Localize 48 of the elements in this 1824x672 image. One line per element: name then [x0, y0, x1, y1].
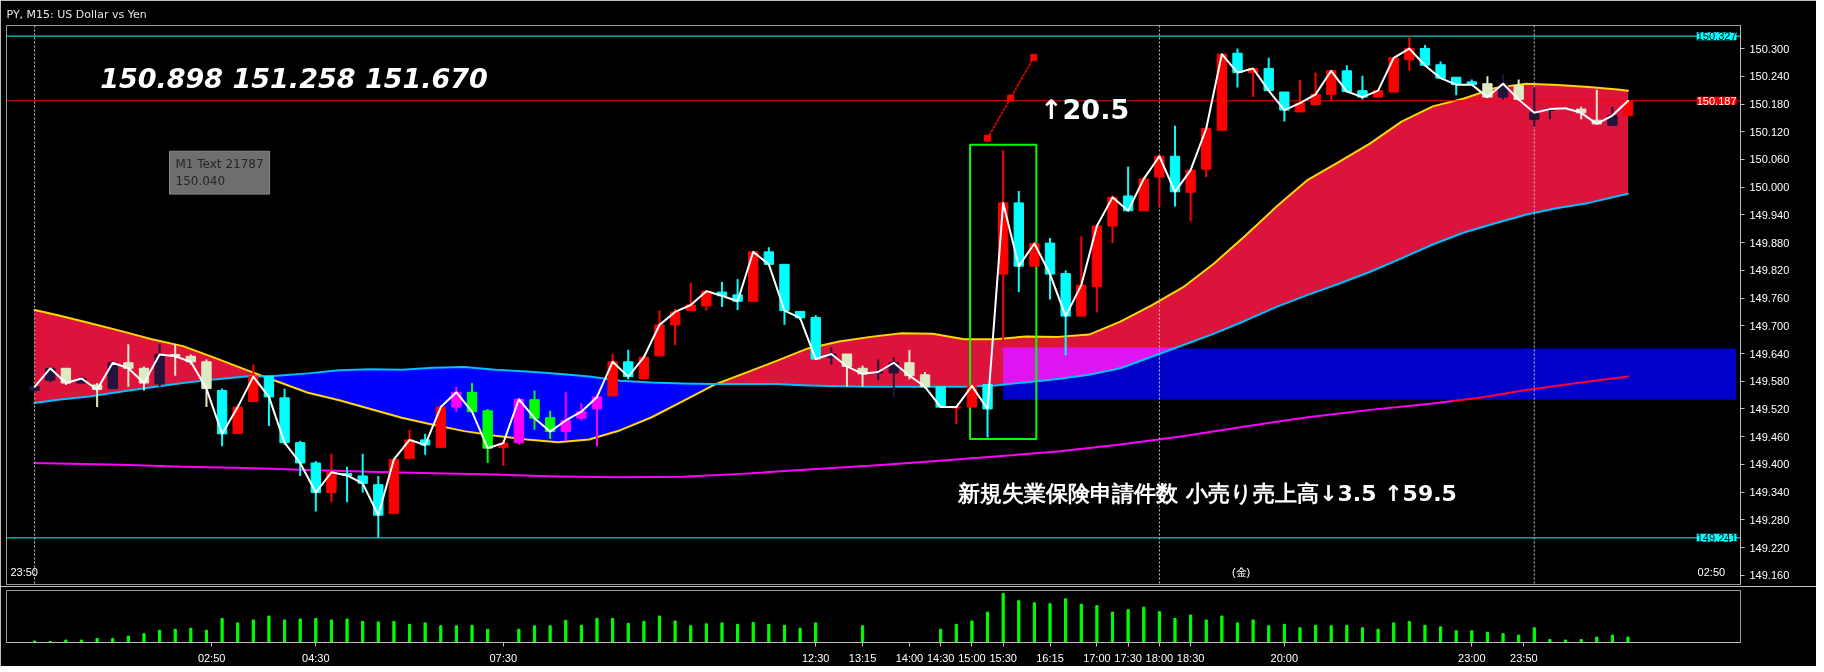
- x-tick-label: 18:30: [1176, 651, 1205, 664]
- x-tick-label: 16:15: [1036, 651, 1064, 664]
- x-tick-label: 14:00: [895, 651, 924, 664]
- x-tick-label: 15:30: [989, 651, 1017, 664]
- y-tick-label: 149.160: [1749, 569, 1790, 582]
- x-tick-label: 13:15: [848, 651, 877, 664]
- x-tick-label: 07:30: [489, 651, 518, 664]
- y-tick-label: 149.460: [1749, 430, 1790, 443]
- y-tick-label: 149.700: [1749, 319, 1790, 332]
- y-tick-label: 150.300: [1749, 42, 1790, 55]
- y-tick-label: 150.240: [1749, 70, 1790, 83]
- y-tick-label: 149.880: [1749, 236, 1790, 249]
- chart-title: PY, M15: US Dollar vs Yen: [6, 7, 147, 21]
- y-tick-label: 149.940: [1749, 208, 1790, 221]
- y-tick-label: 149.280: [1749, 513, 1790, 526]
- y-tick-label: 150.000: [1749, 181, 1790, 194]
- x-tick-label: 15:00: [958, 651, 986, 664]
- annotation: ↑20.5: [1039, 93, 1130, 125]
- x-tick-label: 17:30: [1114, 651, 1142, 664]
- ref-line-label: 150.327: [1696, 30, 1737, 43]
- y-tick-label: 149.760: [1749, 292, 1790, 305]
- x-tick-label: 23:00: [1458, 651, 1486, 664]
- annotation: 02:50: [1697, 566, 1726, 579]
- x-tick-label: 23:50: [1510, 651, 1538, 664]
- annotation: M1 Text 21787 150.040: [175, 157, 264, 189]
- annotation: (金): [1231, 566, 1251, 579]
- x-tick-label: 17:00: [1083, 651, 1111, 664]
- y-tick-label: 149.340: [1749, 486, 1790, 499]
- y-tick-label: 150.180: [1749, 98, 1790, 111]
- x-tick-label: 20:00: [1270, 651, 1299, 664]
- x-tick-label: 18:00: [1145, 651, 1174, 664]
- annotation: 23:50: [10, 566, 38, 579]
- y-tick-label: 149.400: [1749, 458, 1790, 471]
- ref-line-label: 149.241: [1696, 531, 1737, 544]
- x-tick-label: 04:30: [302, 651, 330, 664]
- y-tick-label: 149.580: [1749, 375, 1790, 388]
- y-tick-label: 149.640: [1749, 347, 1790, 360]
- annotation: 新規失業保険申請件数 小売り売上高↓3.5 ↑59.5: [957, 480, 1457, 506]
- x-tick-label: 12:30: [801, 651, 830, 664]
- y-tick-label: 149.220: [1749, 541, 1790, 554]
- y-tick-label: 149.820: [1749, 264, 1790, 277]
- ref-line-label: 150.187: [1696, 94, 1737, 107]
- x-tick-label: 02:50: [197, 651, 226, 664]
- y-tick-label: 149.520: [1749, 402, 1790, 415]
- y-tick-label: 150.060: [1749, 153, 1790, 166]
- annotation: 150.898 151.258 151.670: [100, 62, 488, 94]
- x-tick-label: 14:30: [926, 651, 955, 664]
- y-tick-label: 150.120: [1749, 125, 1790, 138]
